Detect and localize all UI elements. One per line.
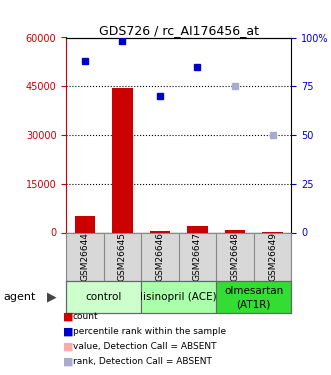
Text: ▶: ▶ xyxy=(46,291,56,304)
Text: percentile rank within the sample: percentile rank within the sample xyxy=(73,327,226,336)
Text: rank, Detection Call = ABSENT: rank, Detection Call = ABSENT xyxy=(73,357,212,366)
Text: olmesartan: olmesartan xyxy=(224,286,283,297)
Text: (AT1R): (AT1R) xyxy=(237,299,271,309)
Text: agent: agent xyxy=(3,292,36,302)
Bar xyxy=(66,281,141,313)
Text: lisinopril (ACE): lisinopril (ACE) xyxy=(140,292,217,302)
Text: ■: ■ xyxy=(63,357,73,367)
Text: ■: ■ xyxy=(63,312,73,322)
Text: GSM26649: GSM26649 xyxy=(268,232,277,281)
Text: count: count xyxy=(73,312,98,321)
Text: ■: ■ xyxy=(63,327,73,337)
Text: ■: ■ xyxy=(63,342,73,352)
Text: GSM26645: GSM26645 xyxy=(118,232,127,281)
Bar xyxy=(75,216,95,232)
Bar xyxy=(216,281,291,313)
Bar xyxy=(225,230,245,232)
Bar xyxy=(112,88,133,232)
Text: GDS726 / rc_AI176456_at: GDS726 / rc_AI176456_at xyxy=(99,24,259,38)
Text: control: control xyxy=(85,292,122,302)
Text: GSM26648: GSM26648 xyxy=(230,232,240,281)
Text: value, Detection Call = ABSENT: value, Detection Call = ABSENT xyxy=(73,342,216,351)
Text: GSM26647: GSM26647 xyxy=(193,232,202,281)
Bar xyxy=(187,226,208,232)
Text: GSM26644: GSM26644 xyxy=(80,232,89,281)
Text: GSM26646: GSM26646 xyxy=(156,232,165,281)
Bar xyxy=(150,231,170,232)
Bar xyxy=(141,281,216,313)
